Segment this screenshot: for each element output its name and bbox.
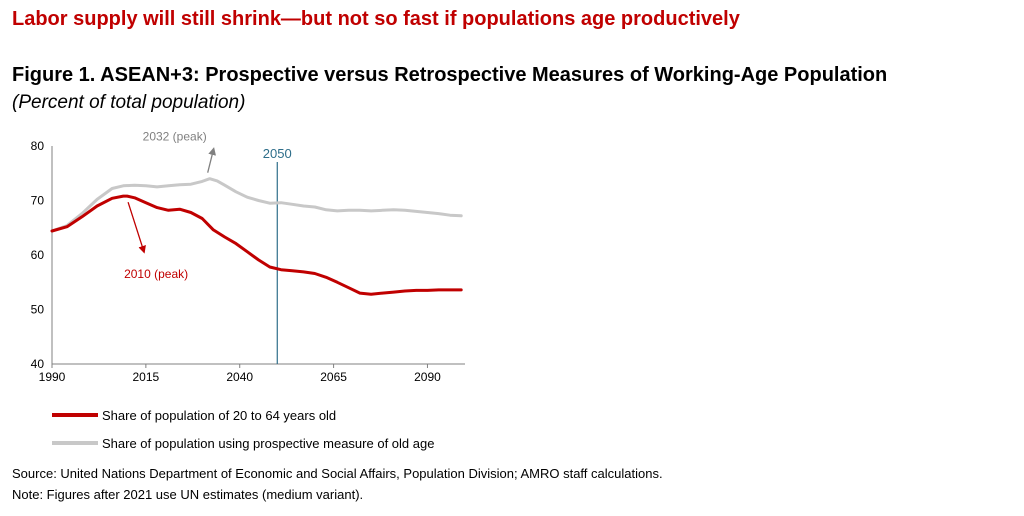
- annotations-group: 2032 (peak) 2010 (peak): [124, 130, 216, 281]
- annotation-arrow-gray: [207, 147, 216, 173]
- annotation-label-2032: 2032 (peak): [143, 130, 207, 144]
- annotation-label-2010: 2010 (peak): [124, 267, 188, 281]
- legend-label-red: Share of population of 20 to 64 years ol…: [102, 407, 337, 423]
- footnote: Note: Figures after 2021 use UN estimate…: [12, 487, 364, 502]
- y-tick-label: 40: [31, 357, 45, 371]
- y-tick-label: 80: [31, 139, 45, 153]
- x-tick-label: 1990: [39, 370, 66, 384]
- x-tick-label: 2040: [226, 370, 253, 384]
- vertical-marker-group: 2050: [263, 146, 292, 364]
- figure-title: Figure 1. ASEAN+3: Prospective versus Re…: [12, 64, 888, 86]
- series-line-red: [50, 194, 463, 296]
- legend-swatch-red: [52, 413, 98, 417]
- source-note: Source: United Nations Department of Eco…: [12, 466, 663, 481]
- line-chart: 40 50 60 70 80 1990 2015 2040 2065 2090 2050 2032…: [31, 130, 465, 384]
- legend-swatch-gray: [52, 441, 98, 445]
- y-tick-label: 70: [31, 194, 45, 208]
- series-group: [50, 177, 463, 296]
- y-tick-label: 50: [31, 303, 45, 317]
- y-tick-label: 60: [31, 248, 45, 262]
- chart-axes: 40 50 60 70 80 1990 2015 2040 2065 2090: [31, 139, 465, 384]
- legend-item-gray: Share of population using prospective me…: [52, 432, 434, 454]
- series-line-gray: [50, 177, 463, 233]
- vertical-marker-label: 2050: [263, 146, 292, 161]
- legend-label-gray: Share of population using prospective me…: [102, 435, 435, 451]
- legend: Share of population of 20 to 64 years ol…: [52, 404, 434, 460]
- annotation-arrow-red: [127, 201, 146, 254]
- x-tick-label: 2090: [414, 370, 441, 384]
- headline: Labor supply will still shrink—but not s…: [12, 8, 740, 30]
- x-tick-label: 2015: [133, 370, 160, 384]
- x-tick-label: 2065: [320, 370, 347, 384]
- legend-item-red: Share of population of 20 to 64 years ol…: [52, 404, 434, 426]
- figure-subtitle: (Percent of total population): [12, 92, 246, 113]
